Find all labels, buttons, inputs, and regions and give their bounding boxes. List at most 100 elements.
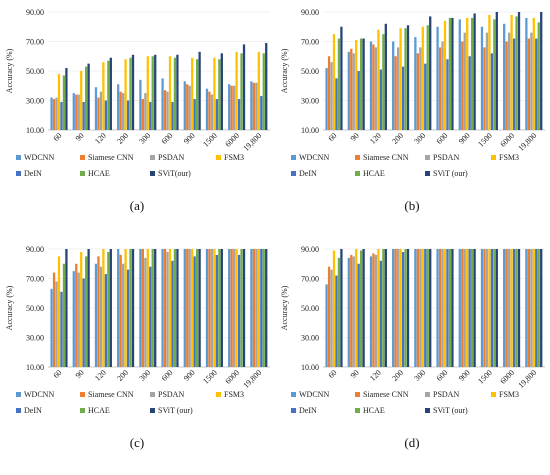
x-tick-label: 900 (182, 368, 197, 383)
legend-swatch (491, 155, 496, 160)
bar (495, 12, 498, 130)
x-tick-label: 60 (326, 131, 338, 143)
bar (237, 99, 241, 130)
bar (369, 256, 373, 368)
bar (374, 254, 378, 367)
bar (426, 25, 429, 131)
bar (535, 249, 538, 367)
bar (149, 101, 152, 130)
legend-swatch (80, 171, 85, 176)
y-tick-label: 50.00 (301, 304, 319, 313)
bar (429, 249, 432, 367)
bar (141, 249, 144, 367)
bar (401, 66, 405, 130)
legend-swatch (16, 392, 21, 397)
x-tick-label: 60 (51, 368, 63, 380)
bar (265, 249, 268, 367)
bar (485, 32, 489, 130)
x-tick-label: 900 (182, 131, 197, 146)
bar (109, 57, 112, 130)
bar (377, 29, 380, 131)
bar (176, 54, 179, 130)
bar (55, 281, 58, 367)
bar (332, 34, 336, 131)
bar (532, 249, 535, 367)
bar (215, 254, 219, 367)
bar (154, 249, 157, 367)
bar (255, 249, 258, 367)
legend-swatch (291, 155, 296, 160)
bar (463, 249, 466, 367)
legend-label: SViT (our) (158, 406, 193, 415)
bar (355, 249, 358, 367)
x-tick-label: 300 (412, 368, 427, 383)
bar (119, 91, 122, 130)
bar (352, 53, 355, 130)
bar (218, 249, 221, 367)
y-tick-label: 50.00 (26, 67, 44, 76)
bar (468, 56, 471, 130)
bar (505, 249, 508, 367)
x-tick-label: 60 (51, 131, 63, 143)
y-tick-label: 90.00 (301, 245, 319, 254)
legend-label: DeIN (24, 406, 42, 415)
panel-caption: (a) (130, 198, 144, 213)
bar (441, 249, 444, 367)
legend-swatch (80, 155, 85, 160)
bar (171, 101, 174, 130)
bar (379, 260, 383, 367)
bar (438, 47, 442, 130)
bar (446, 249, 449, 367)
bar (530, 32, 533, 130)
x-tick-label: 90 (349, 368, 361, 380)
panel-caption: (d) (404, 435, 419, 450)
y-tick-label: 30.00 (26, 334, 44, 343)
y-tick-label: 10.00 (26, 126, 44, 135)
bar (146, 249, 149, 367)
bar (337, 257, 341, 367)
x-tick-label: 600 (160, 368, 175, 383)
bar (126, 100, 130, 130)
legend-swatch (150, 392, 155, 397)
bar (401, 251, 405, 367)
bar (220, 53, 223, 130)
legend-swatch (355, 408, 360, 413)
bar (183, 81, 186, 130)
legend-swatch (425, 155, 430, 160)
x-tick-label: 6000 (223, 368, 241, 386)
bar (429, 16, 432, 131)
bar (369, 41, 373, 130)
bar (171, 260, 174, 367)
panel-caption: (b) (404, 198, 419, 213)
bar (448, 249, 452, 367)
x-tick-label: 60 (326, 368, 338, 380)
legend-swatch (16, 155, 21, 160)
bar (537, 22, 540, 130)
bar (471, 249, 474, 367)
bar (117, 84, 120, 130)
bar (421, 249, 424, 367)
bar (468, 249, 471, 367)
bar (55, 97, 58, 130)
legend-label: DeIN (299, 169, 317, 178)
bar (104, 274, 108, 367)
bar (57, 73, 61, 130)
x-tick-label: 900 (457, 131, 472, 146)
bar (121, 93, 125, 131)
bar (357, 71, 360, 130)
bar (379, 69, 383, 130)
bar (265, 42, 268, 130)
x-tick-label: 200 (390, 131, 405, 146)
bar (72, 93, 75, 131)
bar (436, 26, 439, 130)
bar (242, 44, 246, 131)
bar (255, 82, 258, 130)
legend-swatch (425, 408, 430, 413)
bar (540, 249, 543, 367)
legend-label: PSDAN (158, 153, 184, 162)
x-tick-label: 120 (93, 131, 108, 146)
bar (424, 249, 427, 367)
chart-panel: 10.00 30.00 50.00 70.00 90.00 Accuracy (%) 60 9… (280, 8, 545, 213)
bar (102, 249, 105, 367)
